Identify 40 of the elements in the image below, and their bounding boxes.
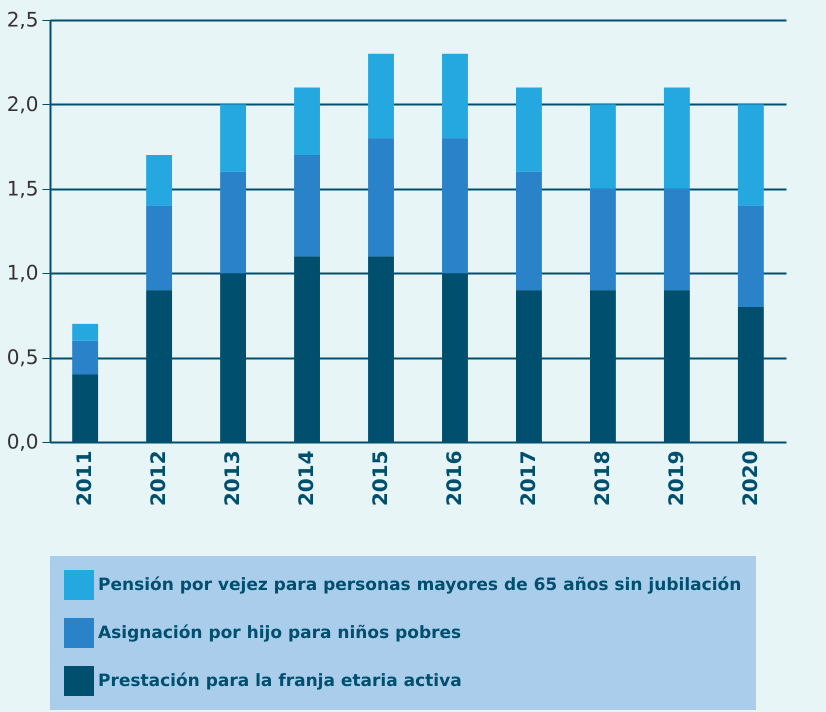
y-tick-label: 0,0 (6, 430, 38, 454)
y-tick-label: 2,5 (6, 8, 38, 32)
bar (72, 340, 98, 374)
y-tick-label: 1,5 (6, 176, 38, 200)
bar (368, 54, 394, 138)
legend-label: Pensión por vejez para personas mayores de 65 años sin jubilación (98, 575, 742, 595)
legend-label: Asignación por hijo para niños pobres (98, 623, 462, 643)
bar (516, 172, 542, 290)
bar (220, 104, 246, 172)
y-tick-label: 0,5 (6, 345, 38, 370)
x-tick-label: 2017 (516, 450, 540, 506)
x-tick-label: 2018 (590, 450, 614, 506)
bar (294, 155, 320, 256)
x-tick-label: 2016 (442, 450, 466, 506)
bar (664, 88, 690, 189)
bar (146, 206, 172, 290)
x-tick-label: 2019 (664, 450, 688, 506)
bar (442, 54, 468, 138)
bar (368, 138, 394, 256)
bar (72, 374, 98, 442)
bar (442, 138, 468, 274)
bar (664, 188, 690, 290)
bar (516, 88, 542, 172)
x-tick-label: 2014 (294, 450, 318, 506)
bar (294, 88, 320, 156)
bar (738, 104, 764, 206)
y-tick-label: 2,0 (6, 92, 38, 116)
bar (220, 172, 246, 274)
bar (72, 324, 98, 341)
x-tick-label: 2012 (146, 450, 170, 506)
legend-label: Prestación para la franja etaria activa (98, 671, 462, 691)
bar (146, 155, 172, 206)
bar (738, 206, 764, 307)
y-tick-label: 1,0 (6, 260, 38, 285)
bar (590, 188, 616, 290)
x-tick-label: 2011 (72, 450, 96, 506)
x-tick-label: 2013 (220, 450, 244, 506)
x-tick-label: 2015 (368, 450, 392, 506)
bar (590, 104, 616, 189)
x-tick-label: 2020 (738, 450, 762, 506)
